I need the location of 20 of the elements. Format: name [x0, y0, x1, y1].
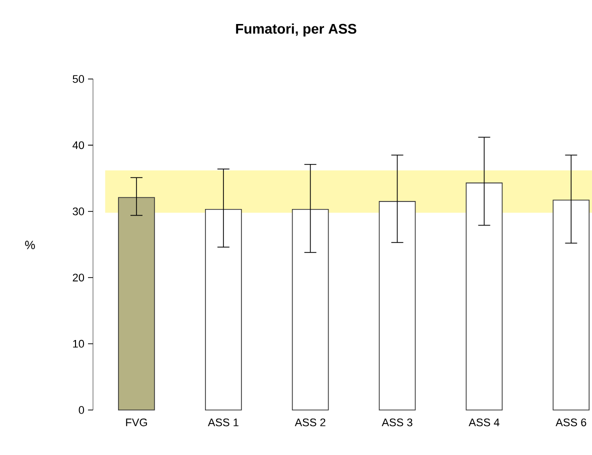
y-tick-label: 50	[72, 75, 84, 83]
y-axis-title: %	[25, 240, 35, 250]
x-tick-label: ASS 1	[208, 418, 238, 426]
chart-title: Fumatori, per ASS	[236, 23, 356, 36]
x-tick-label: ASS 6	[556, 418, 586, 426]
y-tick-label: 20	[72, 274, 84, 282]
y-tick-label: 10	[73, 340, 84, 348]
x-tick-label: ASS 3	[382, 418, 412, 426]
y-tick-label: 0	[78, 406, 84, 414]
bar	[118, 197, 155, 410]
x-tick-label: ASS 2	[294, 418, 326, 426]
bar	[205, 209, 242, 410]
x-tick-label: ASS 4	[468, 418, 500, 426]
bar	[378, 201, 416, 410]
x-tick-label: FVG	[126, 418, 147, 426]
y-tick-label: 40	[72, 141, 84, 150]
bar	[552, 200, 590, 410]
bar	[466, 182, 503, 410]
bar	[292, 209, 329, 410]
y-tick-label: 30	[72, 208, 84, 216]
